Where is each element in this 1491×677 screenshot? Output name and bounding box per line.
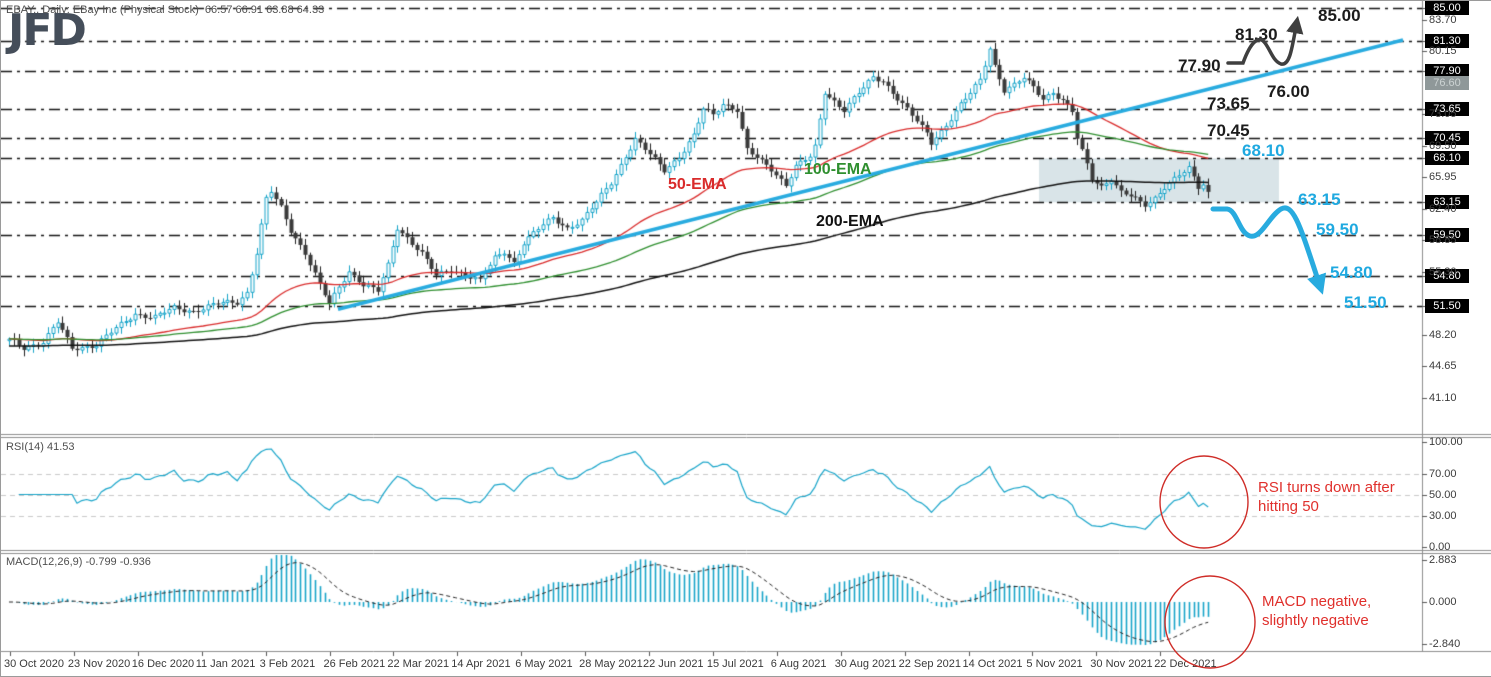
date-axis-label: 22 Jun 2021: [643, 658, 704, 670]
rsi-axis-tick: 50.00: [1429, 488, 1457, 501]
price-target-label: 51.50: [1344, 293, 1387, 312]
rsi-axis-tick: 100.00: [1429, 436, 1463, 448]
rsi-axis-tick: 0.00: [1429, 541, 1451, 553]
date-axis-label: 11 Jan 2021: [195, 658, 256, 670]
date-axis-label: 22 Mar 2021: [387, 658, 450, 670]
date-axis-label: 22 Dec 2021: [1154, 658, 1217, 670]
date-axis-label: 15 Jul 2021: [706, 658, 764, 670]
date-axis-label: 28 May 2021: [579, 658, 643, 670]
date-axis-label: 3 Feb 2021: [259, 658, 316, 670]
macd-label: MACD(12,26,9): [6, 556, 83, 568]
macd-axis-tick: -2.840: [1429, 637, 1461, 650]
price-level-badge: 77.90: [1425, 64, 1469, 79]
date-axis-label: 30 Nov 2021: [1090, 658, 1153, 670]
macd-note: MACD negative, slightly negative: [1262, 593, 1372, 629]
date-axis-label: 30 Aug 2021: [834, 658, 897, 670]
price-target-label: 68.10: [1242, 141, 1285, 160]
price-axis-tick: 41.10: [1429, 391, 1457, 404]
macd-axis-tick: 0.000: [1429, 596, 1457, 608]
date-axis-label: 22 Sep 2021: [898, 658, 961, 670]
date-axis-label: 16 Dec 2020: [131, 658, 195, 670]
macd-header: MACD(12,26,9) -0.799 -0.936: [6, 556, 151, 568]
symbol-title: EBAY., Daily: EBay Inc (Physical Stock): [6, 4, 199, 16]
ohlc-values: 66.57 66.91 63.88 64.33: [204, 4, 325, 16]
price-target-label: 77.90: [1178, 56, 1221, 75]
date-axis-label: 5 Nov 2021: [1026, 658, 1083, 670]
jfd-logo: JFD: [8, 5, 87, 56]
rsi-value: 41.53: [46, 441, 75, 453]
price-target-label: 54.80: [1330, 263, 1373, 282]
price-level-badge: 68.10: [1425, 151, 1469, 166]
current-price-badge: 76.60: [1425, 75, 1469, 90]
date-axis-label: 23 Nov 2020: [67, 658, 131, 670]
rsi-note: RSI turns down after hitting 50: [1258, 479, 1395, 515]
price-target-label: 59.50: [1316, 220, 1359, 239]
price-axis-tick: 73.05: [1429, 108, 1457, 121]
macd-axis-tick: 2.883: [1429, 553, 1457, 566]
price-axis-tick: 58.85: [1429, 234, 1457, 247]
date-axis-label: 6 Aug 2021: [770, 658, 827, 670]
price-axis-tick: 65.95: [1429, 171, 1457, 184]
price-level-badge: 63.15: [1425, 195, 1469, 210]
rsi-label: RSI(14): [6, 441, 44, 453]
date-axis-label: 30 Oct 2020: [4, 658, 64, 670]
price-target-label: 70.45: [1207, 121, 1250, 140]
price-target-label: 63.15: [1298, 190, 1341, 209]
price-level-badge: 54.80: [1425, 269, 1469, 284]
price-level-badge: 59.50: [1425, 227, 1469, 242]
date-axis-label: 14 Apr 2021: [451, 658, 511, 670]
date-axis-label: 26 Feb 2021: [323, 658, 386, 670]
price-level-badge: 73.65: [1425, 102, 1469, 117]
price-axis-tick: 62.40: [1429, 202, 1457, 215]
ema-label: 100-EMA: [804, 161, 872, 178]
price-axis-tick: 83.70: [1429, 14, 1457, 26]
rsi-axis-tick: 30.00: [1429, 509, 1457, 522]
price-axis-tick: 48.20: [1429, 328, 1457, 341]
price-level-badge: 85.00: [1425, 1, 1469, 16]
price-axis-tick: 69.50: [1429, 139, 1457, 152]
rsi-axis-tick: 70.00: [1429, 467, 1457, 480]
ema-label: 50-EMA: [668, 176, 727, 193]
macd-values: -0.799 -0.936: [85, 556, 151, 568]
rsi-header: RSI(14) 41.53: [6, 441, 75, 453]
price-target-label: 81.30: [1235, 25, 1278, 44]
date-axis-label: 14 Oct 2021: [962, 658, 1023, 670]
ema-label: 200-EMA: [816, 213, 884, 230]
price-axis-tick: 80.15: [1429, 45, 1457, 58]
price-target-label: 73.65: [1207, 94, 1250, 113]
price-axis-tick: 55.30: [1429, 265, 1457, 278]
price-level-badge: 51.50: [1425, 298, 1469, 313]
price-target-label: 85.00: [1318, 6, 1361, 25]
chart-title: EBAY., Daily: EBay Inc (Physical Stock) …: [6, 4, 324, 16]
date-axis-label: 6 May 2021: [515, 658, 573, 670]
price-target-label: 76.00: [1267, 82, 1310, 101]
price-level-badge: 81.30: [1425, 34, 1469, 49]
price-axis-tick: 44.65: [1429, 360, 1457, 373]
price-level-badge: 70.45: [1425, 130, 1469, 145]
